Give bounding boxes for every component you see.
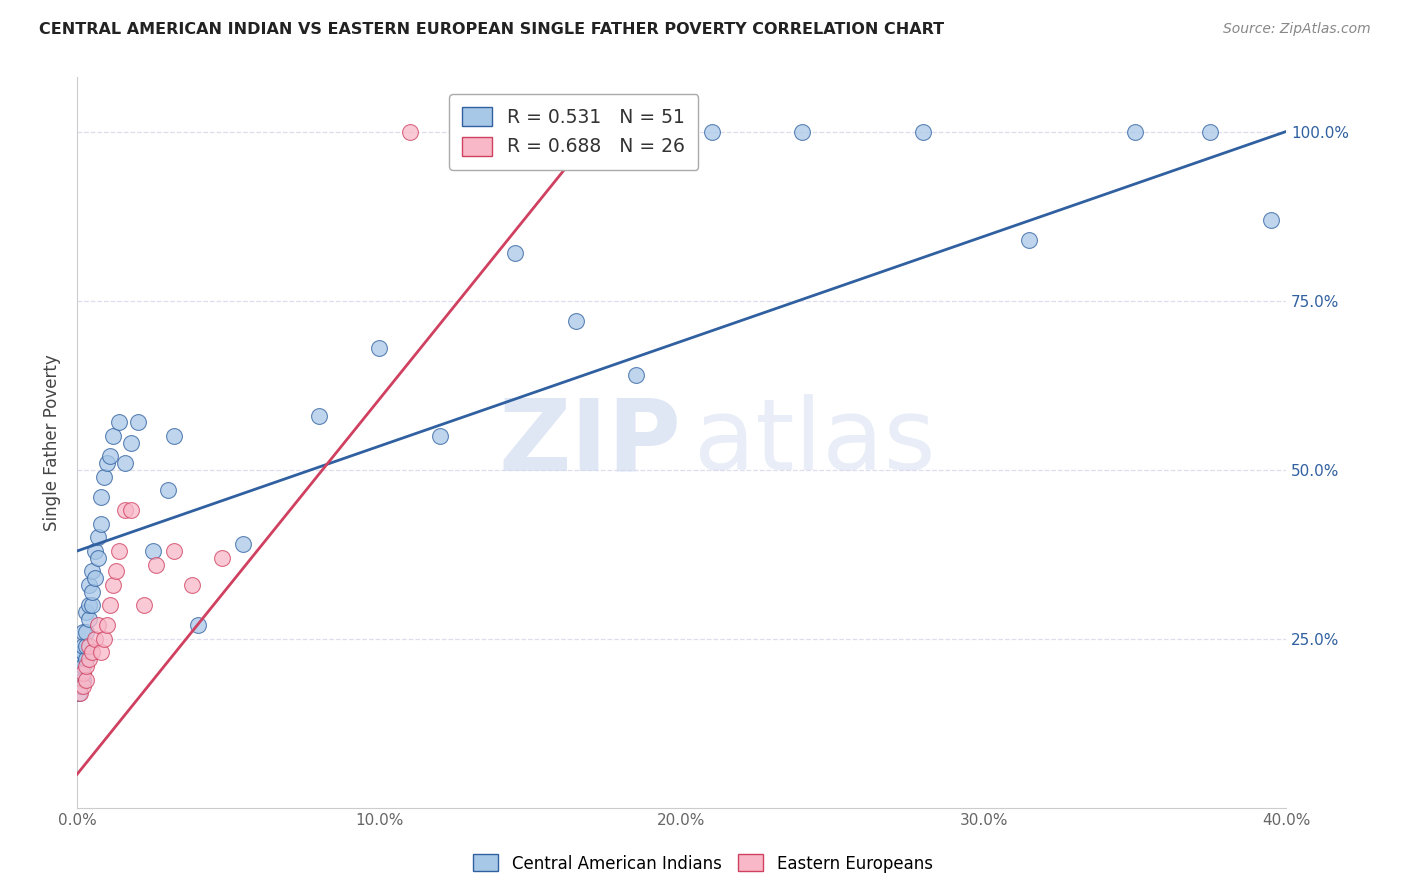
Point — [75, 659, 97, 673]
Point — [72, 659, 94, 673]
Point — [127, 416, 149, 430]
Point — [368, 341, 391, 355]
Point — [82, 645, 104, 659]
Point — [108, 416, 131, 430]
Point — [98, 598, 121, 612]
Point — [429, 429, 451, 443]
Point — [72, 679, 94, 693]
Point — [1199, 124, 1222, 138]
Point — [77, 652, 100, 666]
Point — [75, 673, 97, 687]
Point — [114, 503, 136, 517]
Point — [77, 598, 100, 612]
Point — [84, 571, 107, 585]
Point — [82, 598, 104, 612]
Point — [93, 632, 115, 646]
Point — [69, 686, 91, 700]
Point — [72, 639, 94, 653]
Point — [308, 409, 330, 423]
Y-axis label: Single Father Poverty: Single Father Poverty — [44, 354, 60, 531]
Point — [145, 558, 167, 572]
Point — [103, 578, 125, 592]
Point — [84, 544, 107, 558]
Point — [232, 537, 254, 551]
Point — [132, 598, 155, 612]
Point — [84, 632, 107, 646]
Point — [69, 665, 91, 680]
Point — [114, 456, 136, 470]
Point — [211, 550, 233, 565]
Point — [75, 652, 97, 666]
Point — [564, 314, 586, 328]
Point — [96, 456, 118, 470]
Text: atlas: atlas — [693, 394, 935, 491]
Text: CENTRAL AMERICAN INDIAN VS EASTERN EUROPEAN SINGLE FATHER POVERTY CORRELATION CH: CENTRAL AMERICAN INDIAN VS EASTERN EUROP… — [39, 22, 945, 37]
Point — [77, 578, 100, 592]
Point — [87, 531, 110, 545]
Point — [156, 483, 179, 497]
Point — [142, 544, 165, 558]
Point — [1123, 124, 1146, 138]
Point — [67, 686, 90, 700]
Point — [87, 618, 110, 632]
Point — [75, 639, 97, 653]
Point — [77, 639, 100, 653]
Point — [700, 124, 723, 138]
Point — [96, 618, 118, 632]
Point — [398, 124, 420, 138]
Point — [90, 645, 112, 659]
Point — [72, 673, 94, 687]
Point — [90, 490, 112, 504]
Point — [105, 564, 128, 578]
Point — [1018, 233, 1040, 247]
Point — [181, 578, 204, 592]
Point — [77, 612, 100, 626]
Point — [1260, 212, 1282, 227]
Text: Source: ZipAtlas.com: Source: ZipAtlas.com — [1223, 22, 1371, 37]
Legend: R = 0.531   N = 51, R = 0.688   N = 26: R = 0.531 N = 51, R = 0.688 N = 26 — [449, 95, 699, 169]
Point — [121, 503, 143, 517]
Point — [69, 679, 91, 693]
Point — [505, 246, 527, 260]
Point — [72, 665, 94, 680]
Point — [912, 124, 935, 138]
Point — [72, 645, 94, 659]
Point — [163, 544, 186, 558]
Point — [69, 652, 91, 666]
Point — [121, 435, 143, 450]
Point — [87, 550, 110, 565]
Point — [75, 605, 97, 619]
Point — [82, 584, 104, 599]
Legend: Central American Indians, Eastern Europeans: Central American Indians, Eastern Europe… — [467, 847, 939, 880]
Point — [187, 618, 209, 632]
Point — [792, 124, 814, 138]
Point — [93, 469, 115, 483]
Point — [75, 625, 97, 640]
Point — [624, 368, 647, 383]
Point — [108, 544, 131, 558]
Text: ZIP: ZIP — [499, 394, 682, 491]
Point — [163, 429, 186, 443]
Point — [90, 516, 112, 531]
Point — [98, 450, 121, 464]
Point — [103, 429, 125, 443]
Point — [489, 124, 512, 138]
Point — [82, 564, 104, 578]
Point — [72, 625, 94, 640]
